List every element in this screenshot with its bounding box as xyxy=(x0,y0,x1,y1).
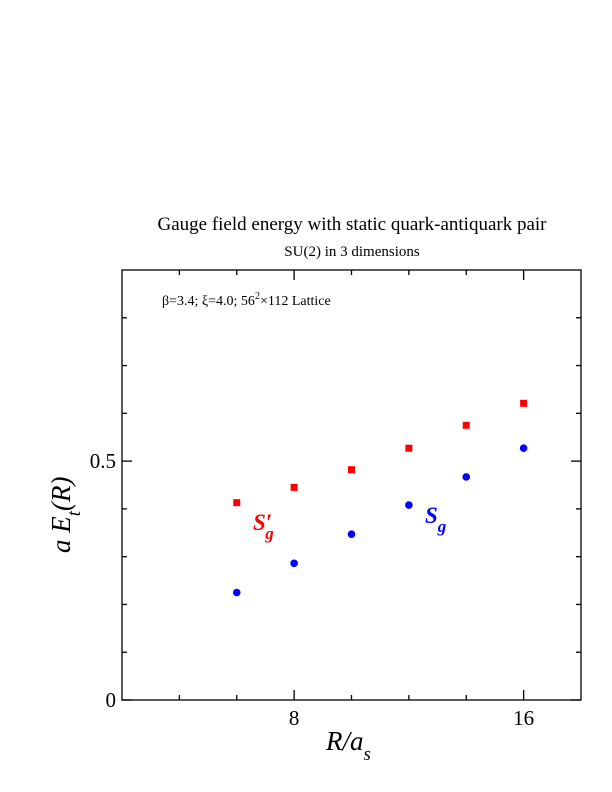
point-s-g xyxy=(290,559,298,568)
y-axis-label-a: a xyxy=(46,540,76,554)
y-axis-label: a Et(R) xyxy=(46,476,85,553)
point-s-g xyxy=(347,530,356,539)
plot-frame xyxy=(121,269,582,701)
series-label-s-prime-g: S′g xyxy=(253,510,274,543)
lattice-parameters-exponent: 2 xyxy=(255,291,260,302)
point-s-prime-g xyxy=(405,444,413,452)
series-label-s-g: Sg xyxy=(425,503,447,536)
point-s-prime-g xyxy=(290,483,298,491)
series-label-s-g-main: S xyxy=(425,503,438,528)
point-s-prime-g xyxy=(520,399,528,407)
point-s-g xyxy=(462,473,471,481)
y-axis-label-arg: (R) xyxy=(46,476,76,510)
point-s-prime-g xyxy=(348,466,355,474)
x-axis-label: R/as xyxy=(325,726,371,765)
point-s-prime-g xyxy=(233,499,241,507)
x-tick-label: 16 xyxy=(513,706,534,730)
x-axis-label-main: R/a xyxy=(325,726,364,756)
point-s-g xyxy=(405,501,413,509)
series-label-s-prime-g-main: S xyxy=(253,510,266,535)
y-axis-label-space xyxy=(46,533,76,540)
axis-tick-labels: 8 16 0 0.5 xyxy=(90,449,534,730)
chart-subtitle: SU(2) in 3 dimensions xyxy=(284,244,420,260)
series-label-s-prime-g-prime: ′ xyxy=(266,510,272,535)
lattice-parameters-prefix: β=3.4; ξ=4.0; 56 xyxy=(162,294,255,309)
x-tick-label: 8 xyxy=(289,706,300,730)
lattice-parameters: β=3.4; ξ=4.0; 562×112 Lattice xyxy=(162,291,331,309)
y-tick-label: 0.5 xyxy=(90,449,116,473)
lattice-parameters-suffix: ×112 Lattice xyxy=(260,294,331,309)
point-s-prime-g xyxy=(462,421,470,429)
y-axis-label-e: E xyxy=(46,516,76,534)
axis-ticks xyxy=(122,270,581,701)
x-axis-label-sub: s xyxy=(364,744,371,765)
series-label-s-g-sub: g xyxy=(437,517,447,536)
y-axis-label-sub: t xyxy=(64,510,85,516)
point-s-g xyxy=(232,588,241,597)
chart-title: Gauge field energy with static quark-ant… xyxy=(157,214,547,235)
y-tick-label: 0 xyxy=(106,688,117,712)
point-s-g xyxy=(519,444,528,453)
series-label-s-prime-g-sub: g xyxy=(264,524,274,543)
data-points xyxy=(232,399,528,597)
